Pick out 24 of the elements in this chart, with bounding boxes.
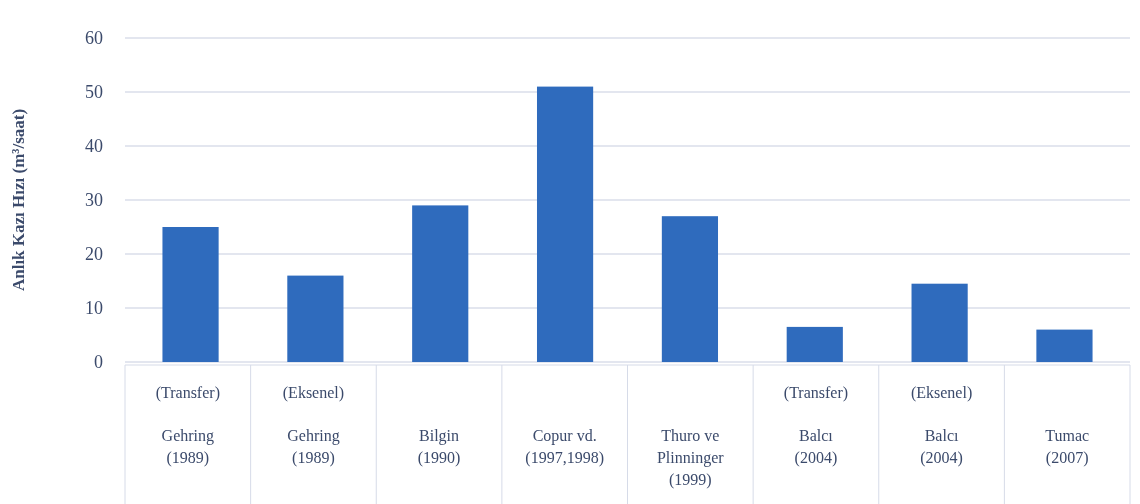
y-tick-label: 60 xyxy=(85,28,103,49)
x-tick-label: Copur vd. (1997,1998) xyxy=(525,427,605,467)
y-tick-label: 0 xyxy=(94,352,103,373)
bar xyxy=(661,216,719,362)
bar xyxy=(287,275,344,362)
bar xyxy=(1036,329,1093,362)
y-axis-title: Anlık Kazı Hızı (m³/saat) xyxy=(9,108,28,292)
y-tick-label: 40 xyxy=(85,136,103,157)
category-label: (Eksenel) Balcı (2004) xyxy=(910,384,973,466)
category-label: (Transfer) Gehring (1989) xyxy=(155,384,220,466)
y-tick-label: 50 xyxy=(85,82,103,103)
category-label: (Transfer) Balcı (2004) xyxy=(783,384,849,466)
y-tick-label: 30 xyxy=(85,190,103,211)
x-tick-label: Tumac (2007) xyxy=(1045,427,1090,467)
category-label: (Eksenel) Gehring (1989) xyxy=(282,384,345,466)
bar xyxy=(412,205,469,362)
y-tick-label: 10 xyxy=(85,298,103,319)
x-tick-label: Bilgin (1990) xyxy=(417,427,461,467)
bar xyxy=(786,326,843,362)
bar xyxy=(911,283,968,362)
bar xyxy=(162,227,219,362)
y-tick-label: 20 xyxy=(85,244,103,265)
bar xyxy=(536,86,594,362)
x-tick-label: Thuro ve Plinninger (1999) xyxy=(656,427,725,489)
